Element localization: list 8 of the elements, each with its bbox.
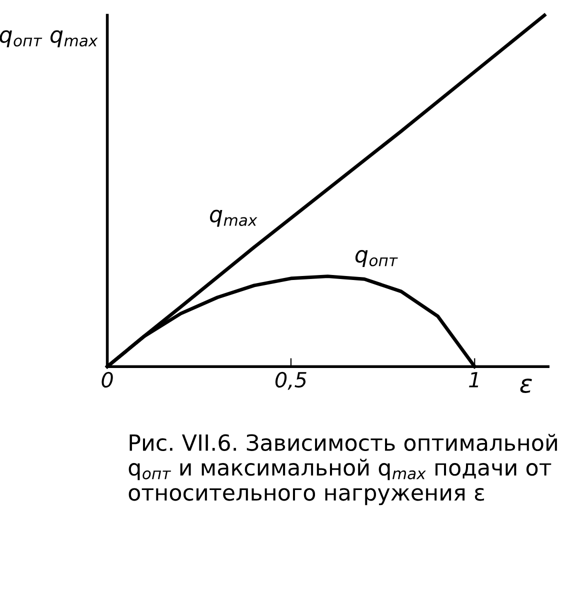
series-label: q$_{max}$ (210, 210, 258, 227)
y-axis-title: q$_{опт}$ q$_{max}$ (0, 30, 98, 48)
x-tick-label: 0,5 (275, 372, 306, 390)
x-tick-label: 0 (102, 372, 113, 388)
x-tick-label: 1 (469, 372, 478, 388)
x-axis-title: ε (520, 378, 532, 393)
series-label: q$_{опт}$ (355, 250, 398, 267)
text: Рис. VII.6. Зависимость оптимальной q$_{опт}$ и максимальной q$_{max}$ подачи от относительного нагружения ε (128, 434, 557, 506)
